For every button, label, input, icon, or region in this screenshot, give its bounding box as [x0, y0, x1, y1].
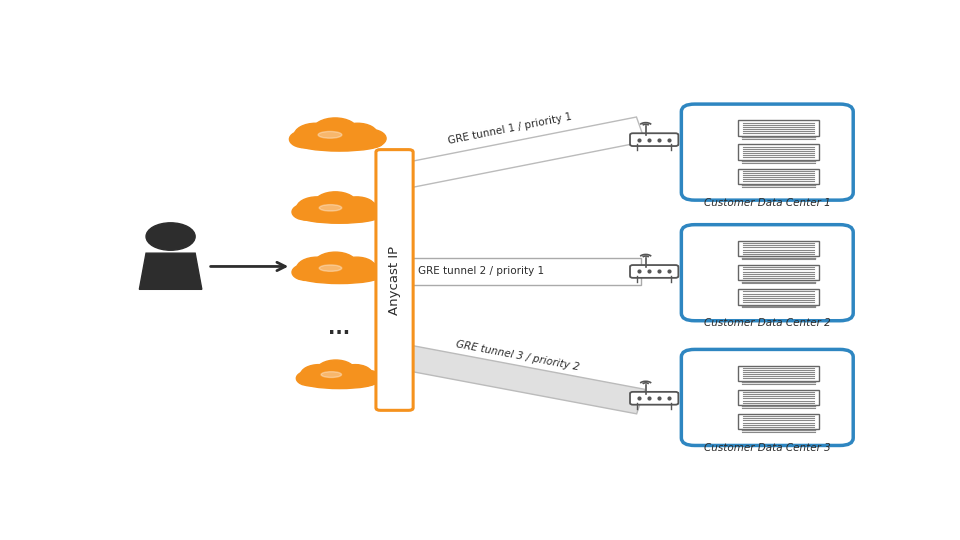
- FancyBboxPatch shape: [738, 390, 819, 405]
- Circle shape: [338, 364, 372, 384]
- Polygon shape: [409, 258, 641, 285]
- FancyBboxPatch shape: [738, 168, 819, 184]
- FancyBboxPatch shape: [738, 120, 819, 136]
- Circle shape: [300, 364, 338, 386]
- Ellipse shape: [299, 208, 380, 223]
- Circle shape: [317, 360, 355, 382]
- FancyBboxPatch shape: [738, 289, 819, 305]
- Ellipse shape: [299, 269, 380, 284]
- FancyBboxPatch shape: [376, 150, 413, 410]
- Circle shape: [338, 257, 375, 278]
- Ellipse shape: [320, 265, 342, 271]
- Circle shape: [292, 264, 322, 280]
- FancyBboxPatch shape: [738, 241, 819, 256]
- Circle shape: [338, 197, 375, 218]
- Polygon shape: [404, 117, 645, 187]
- Text: Customer Data Center 1: Customer Data Center 1: [704, 198, 830, 208]
- Ellipse shape: [297, 136, 383, 151]
- Polygon shape: [139, 253, 202, 289]
- Circle shape: [297, 257, 337, 280]
- FancyBboxPatch shape: [738, 414, 819, 429]
- Ellipse shape: [321, 372, 342, 377]
- Circle shape: [294, 123, 337, 147]
- Text: Customer Data Center 3: Customer Data Center 3: [704, 443, 830, 453]
- Circle shape: [314, 192, 357, 215]
- Circle shape: [314, 252, 357, 276]
- FancyBboxPatch shape: [682, 225, 853, 321]
- FancyBboxPatch shape: [738, 144, 819, 160]
- FancyBboxPatch shape: [738, 265, 819, 280]
- Ellipse shape: [320, 205, 342, 211]
- FancyBboxPatch shape: [630, 133, 679, 146]
- Text: GRE tunnel 2 / priority 1: GRE tunnel 2 / priority 1: [418, 266, 543, 276]
- Circle shape: [292, 204, 322, 220]
- FancyBboxPatch shape: [738, 366, 819, 381]
- Ellipse shape: [318, 131, 342, 138]
- Text: ...: ...: [328, 319, 350, 339]
- Text: GRE tunnel 3 / priority 2: GRE tunnel 3 / priority 2: [455, 339, 580, 372]
- Text: Anycast IP: Anycast IP: [388, 245, 401, 314]
- FancyBboxPatch shape: [630, 392, 679, 404]
- FancyBboxPatch shape: [630, 265, 679, 278]
- Circle shape: [146, 223, 195, 250]
- Circle shape: [313, 118, 358, 143]
- Circle shape: [352, 202, 384, 220]
- Text: Customer Data Center 2: Customer Data Center 2: [704, 318, 830, 328]
- Circle shape: [297, 197, 337, 220]
- Circle shape: [351, 370, 379, 386]
- Circle shape: [289, 131, 321, 148]
- Text: GRE tunnel 1 / priority 1: GRE tunnel 1 / priority 1: [447, 112, 573, 146]
- FancyBboxPatch shape: [682, 349, 853, 445]
- Circle shape: [297, 371, 324, 386]
- Ellipse shape: [302, 375, 376, 389]
- FancyBboxPatch shape: [682, 104, 853, 200]
- Polygon shape: [404, 346, 645, 414]
- Circle shape: [338, 123, 377, 145]
- Circle shape: [352, 263, 384, 280]
- Circle shape: [353, 129, 386, 147]
